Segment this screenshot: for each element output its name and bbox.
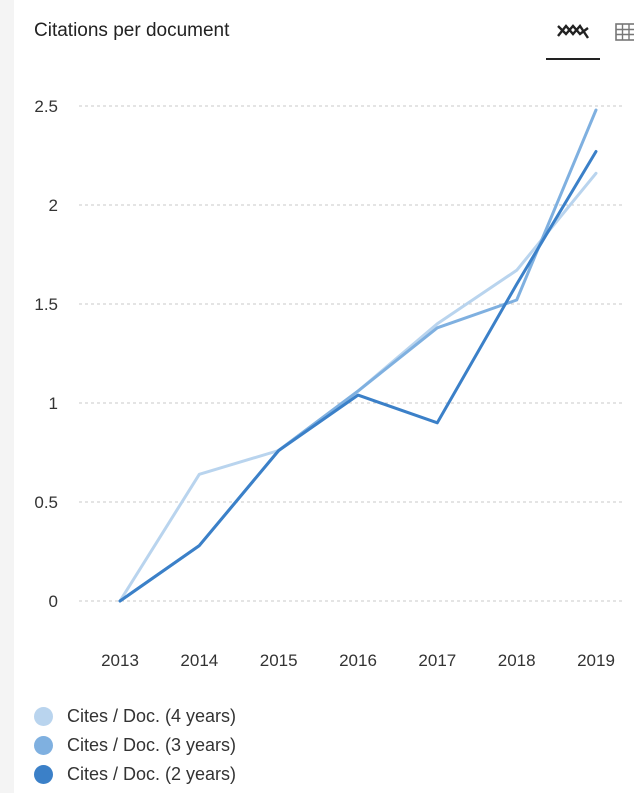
legend-label-3-years: Cites / Doc. (3 years) — [67, 735, 237, 755]
line-chart: 0 0.5 1 1.5 2 2.5 2013 2014 2015 2016 2017 2018 2019 — [34, 97, 624, 670]
y-tick-label: 1.5 — [34, 295, 58, 314]
series-line-2[interactable] — [118, 150, 598, 603]
x-tick-label: 2015 — [260, 651, 298, 670]
x-tick-label: 2019 — [577, 651, 615, 670]
series-line-0[interactable] — [118, 171, 598, 603]
legend-swatch-2-years — [34, 765, 53, 784]
x-tick-label: 2017 — [418, 651, 456, 670]
y-tick-label: 1 — [49, 394, 58, 413]
y-tick-label: 0.5 — [34, 493, 58, 512]
legend-swatch-3-years — [34, 736, 53, 755]
legend-item-3-years[interactable]: Cites / Doc. (3 years) — [34, 731, 236, 760]
panel-header: Citations per document — [14, 0, 634, 66]
legend-label-2-years: Cites / Doc. (2 years) — [67, 764, 237, 784]
y-tick-label: 2 — [49, 196, 58, 215]
x-tick-label: 2018 — [498, 651, 536, 670]
series-line-1[interactable] — [118, 108, 598, 603]
legend: Cites / Doc. (4 years) Cites / Doc. (3 y… — [34, 702, 236, 789]
citations-panel: Citations per document 0 0.5 1 1.5 2 2.5 2013 2… — [14, 0, 634, 793]
view-toggle — [534, 14, 634, 60]
legend-label-4-years: Cites / Doc. (4 years) — [67, 706, 237, 726]
legend-item-2-years[interactable]: Cites / Doc. (2 years) — [34, 760, 236, 789]
chart-view-button[interactable] — [546, 14, 600, 60]
table-grid-icon — [615, 23, 634, 41]
y-tick-label: 0 — [49, 592, 58, 611]
x-tick-label: 2014 — [180, 651, 218, 670]
table-view-button[interactable] — [610, 14, 634, 58]
y-tick-label: 2.5 — [34, 97, 58, 116]
line-chart-icon — [557, 24, 589, 39]
legend-swatch-4-years — [34, 707, 53, 726]
x-tick-label: 2013 — [101, 651, 139, 670]
legend-item-4-years[interactable]: Cites / Doc. (4 years) — [34, 702, 236, 731]
panel-title: Citations per document — [34, 20, 230, 41]
x-tick-label: 2016 — [339, 651, 377, 670]
